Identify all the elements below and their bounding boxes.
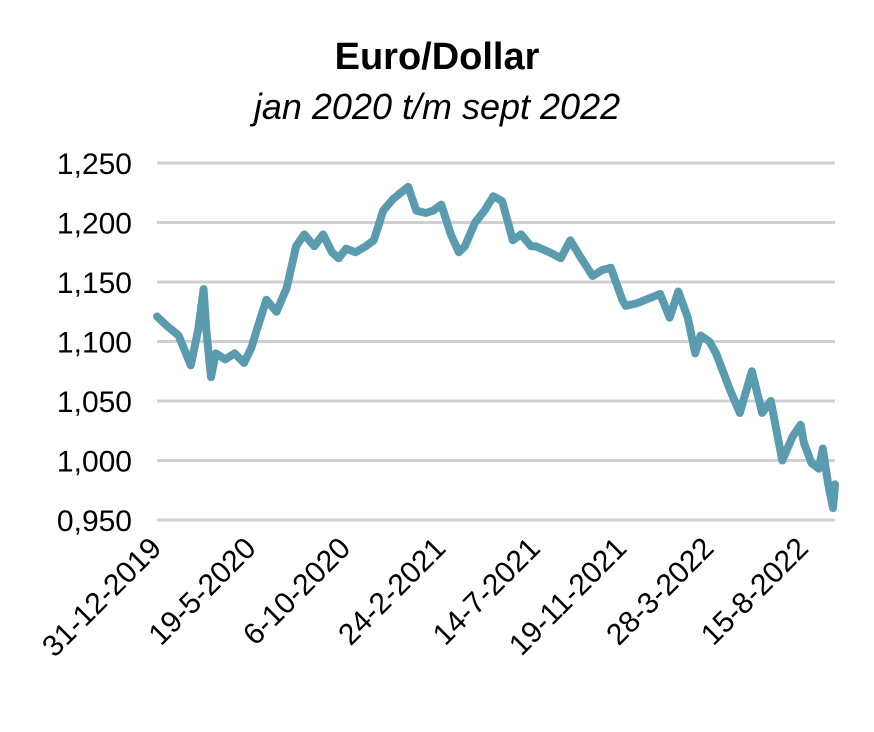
x-tick-label: 31-12-2019 [36,532,168,664]
y-tick-label: 1,000 [57,446,132,479]
chart-title: Euro/Dollar [334,36,540,78]
y-tick-label: 1,150 [57,267,132,300]
y-tick-label: 1,050 [57,386,132,419]
y-tick-label: 1,200 [57,208,132,241]
y-tick-label: 1,250 [57,148,132,181]
series-line [153,182,839,513]
y-tick-label: 1,100 [57,327,132,360]
chart-subtitle: jan 2020 t/m sept 2022 [253,86,621,127]
y-tick-label: 0,950 [57,505,132,538]
